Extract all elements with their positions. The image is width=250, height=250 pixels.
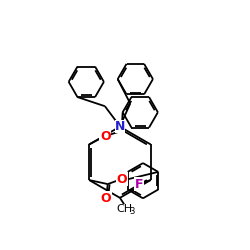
Text: 3: 3: [130, 206, 135, 216]
Text: O: O: [101, 192, 111, 205]
Text: F: F: [134, 178, 143, 190]
Text: O: O: [117, 172, 127, 186]
Text: N: N: [115, 120, 125, 133]
Text: CH: CH: [116, 204, 132, 214]
Text: O: O: [100, 130, 111, 142]
